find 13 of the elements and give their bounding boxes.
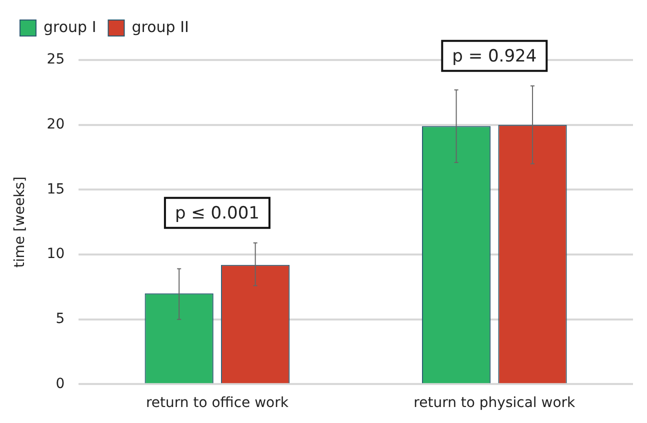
legend-label: group I	[44, 18, 96, 36]
y-axis-title: time [weeks]	[12, 176, 28, 268]
y-tick-label: 25	[46, 52, 65, 68]
y-tick-label: 10	[46, 246, 65, 262]
x-tick-label: return to office work	[146, 395, 290, 412]
annotation: p = 0.924	[452, 46, 537, 66]
annotation: p ≤ 0.001	[174, 203, 260, 224]
y-tick-label: 15	[46, 181, 65, 198]
y-tick-label: 0	[56, 376, 65, 392]
y-tick-label: 5	[56, 311, 65, 327]
legend-label: group II	[132, 18, 189, 36]
x-tick-label: return to physical work	[414, 395, 576, 412]
y-tick-label: 20	[46, 116, 65, 132]
